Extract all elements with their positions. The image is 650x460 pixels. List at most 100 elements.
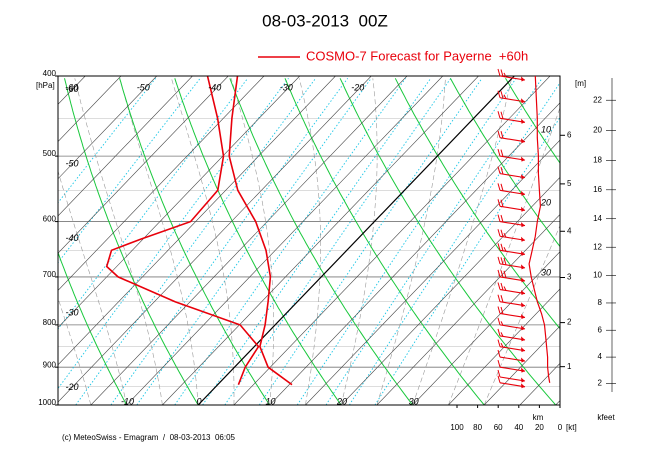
wind-barb bbox=[497, 294, 526, 308]
mixing-ratio-line bbox=[374, 116, 560, 405]
moist-adiabat bbox=[58, 169, 127, 405]
kfeet-tick-label: 4 bbox=[598, 352, 603, 361]
barb-head bbox=[521, 383, 525, 389]
isotherm-label-top: -40 bbox=[208, 82, 221, 92]
y-tick-label: 700 bbox=[43, 270, 57, 279]
barb-stem bbox=[499, 276, 526, 282]
barb-feather bbox=[500, 214, 504, 223]
speed-tick-label: 100 bbox=[450, 423, 464, 432]
barb-feather bbox=[503, 94, 507, 99]
barb-feather bbox=[497, 282, 501, 290]
height-tick-label: 4 bbox=[567, 226, 572, 235]
barb-stem bbox=[499, 173, 526, 179]
height-unit-label: km bbox=[533, 413, 544, 422]
barb-head bbox=[521, 236, 525, 242]
barb-feather bbox=[500, 321, 504, 326]
isotherm bbox=[58, 76, 122, 142]
speed-tick-label: 20 bbox=[535, 423, 544, 432]
barb-feather bbox=[503, 247, 507, 252]
y-tick-label: 600 bbox=[43, 215, 57, 224]
height-tick-label: 1 bbox=[567, 362, 572, 371]
kfeet-tick-label: 18 bbox=[593, 156, 602, 165]
moist-adiabat bbox=[298, 78, 321, 405]
barb-feather bbox=[500, 243, 504, 251]
y-tick-label: 800 bbox=[43, 318, 57, 327]
isotherm bbox=[305, 139, 560, 405]
barb-feather bbox=[500, 69, 504, 77]
barb-feather bbox=[497, 183, 501, 191]
isotherm bbox=[162, 76, 479, 405]
wind-barb bbox=[497, 90, 526, 104]
barb-head bbox=[521, 277, 525, 283]
isotherm bbox=[58, 76, 265, 291]
isotherm-label-bottom: 0 bbox=[197, 396, 202, 406]
isotherm bbox=[58, 76, 372, 403]
barb-feather bbox=[500, 229, 504, 237]
barb-feather bbox=[497, 130, 501, 138]
barb-feather bbox=[500, 270, 504, 278]
barb-head bbox=[521, 98, 525, 104]
dry-adiabat bbox=[616, 78, 650, 405]
isotherm bbox=[58, 76, 193, 217]
isotherm-label-left: -60 bbox=[65, 84, 78, 94]
barb-stem bbox=[499, 97, 526, 103]
temperature-line bbox=[228, 76, 293, 386]
barb-feather bbox=[503, 72, 507, 78]
barb-head bbox=[521, 264, 525, 270]
barb-stem bbox=[499, 75, 526, 81]
barb-feather bbox=[500, 111, 504, 119]
barb-stem bbox=[499, 356, 526, 362]
wind-barb bbox=[497, 111, 526, 124]
dry-adiabat bbox=[0, 78, 55, 405]
barb-stem bbox=[499, 288, 526, 295]
wind-barb bbox=[497, 256, 526, 270]
barb-feather bbox=[500, 131, 504, 139]
barb-head bbox=[521, 118, 525, 124]
barb-feather bbox=[503, 257, 507, 265]
isotherm bbox=[555, 400, 560, 405]
isotherm bbox=[90, 76, 408, 405]
isotherm-label-top: -30 bbox=[280, 82, 293, 92]
dry-adiabat bbox=[119, 78, 271, 405]
barb-feather bbox=[497, 148, 501, 157]
isotherm bbox=[58, 76, 229, 254]
barb-stem bbox=[499, 235, 526, 241]
barb-feather bbox=[500, 282, 504, 291]
moist-adiabat bbox=[340, 78, 378, 405]
mixing-ratio-line bbox=[58, 78, 289, 390]
barb-feather bbox=[497, 294, 501, 302]
barb-feather bbox=[497, 369, 501, 378]
barb-feather bbox=[497, 243, 501, 251]
wind-barb bbox=[497, 199, 526, 212]
isotherm-label-left: -50 bbox=[65, 159, 78, 169]
dry-adiabat bbox=[64, 78, 199, 405]
mixing-ratio-line bbox=[58, 78, 201, 264]
wind-speed-line bbox=[528, 75, 551, 383]
isotherm-label-top: -50 bbox=[137, 82, 150, 92]
kfeet-label: kfeet bbox=[597, 413, 615, 422]
speed-tick-label: 80 bbox=[473, 423, 482, 432]
barb-head bbox=[521, 347, 525, 353]
y-tick-label: 400 bbox=[43, 69, 57, 78]
wind-barb bbox=[497, 183, 526, 196]
barb-head bbox=[521, 290, 525, 296]
barb-feather bbox=[497, 328, 501, 337]
mixing-ratio-line bbox=[136, 78, 372, 405]
speed-axis-label: [kt] bbox=[566, 423, 577, 432]
moist-adiabat bbox=[74, 78, 163, 405]
barb-feather bbox=[500, 183, 504, 191]
wind-barb bbox=[497, 229, 526, 242]
profile-label: 20 bbox=[540, 197, 551, 207]
isotherm bbox=[448, 288, 560, 405]
barb-feather bbox=[497, 339, 501, 347]
barb-feather bbox=[497, 214, 501, 222]
barb-head bbox=[521, 336, 525, 342]
isotherm bbox=[412, 251, 560, 405]
barb-feather bbox=[497, 199, 501, 207]
barb-head bbox=[521, 250, 525, 256]
moist-adiabat bbox=[171, 78, 235, 405]
wind-barb bbox=[497, 349, 526, 363]
wind-barb bbox=[497, 306, 526, 319]
